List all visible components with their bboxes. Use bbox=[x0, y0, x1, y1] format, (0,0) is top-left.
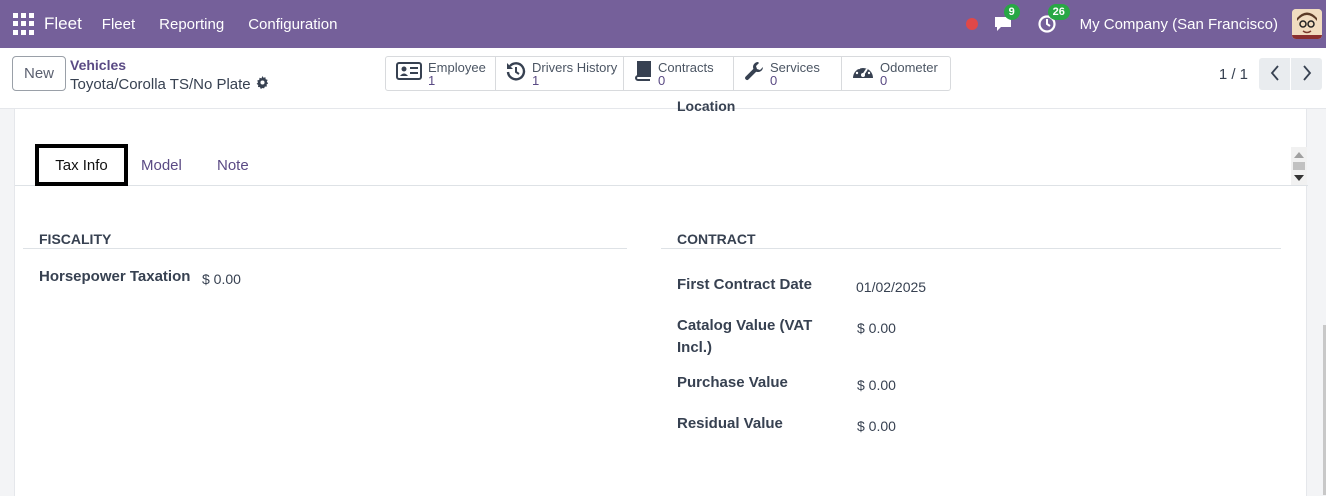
pager-next-button[interactable] bbox=[1291, 58, 1322, 90]
activities-badge: 26 bbox=[1047, 4, 1070, 20]
fiscality-divider bbox=[23, 248, 627, 249]
gauge-icon bbox=[852, 62, 874, 85]
record-title: Toyota/Corolla TS/No Plate bbox=[70, 76, 251, 93]
drivers-history-label: Drivers History bbox=[532, 59, 618, 75]
odometer-smart-button[interactable]: Odometer 0 bbox=[842, 57, 950, 90]
main-menu: Fleet Reporting Configuration bbox=[102, 16, 362, 33]
first-contract-date-label: First Contract Date bbox=[677, 276, 813, 293]
pager-value[interactable]: 1 / 1 bbox=[1218, 66, 1248, 83]
purchase-value-label: Purchase Value bbox=[677, 374, 788, 391]
services-count: 0 bbox=[770, 72, 778, 88]
scroll-down-arrow-icon[interactable] bbox=[1294, 175, 1304, 181]
app-brand[interactable]: Fleet bbox=[44, 14, 82, 33]
form-sheet: Location Tax Info Model Note FISCALITY H… bbox=[14, 101, 1308, 496]
drivers-history-count: 1 bbox=[532, 72, 540, 88]
employee-count: 1 bbox=[428, 72, 436, 88]
odometer-count: 0 bbox=[880, 72, 888, 88]
contract-divider bbox=[661, 248, 1281, 249]
smart-buttons: Employee 1 Drivers History 1 Contracts 0 Se… bbox=[385, 56, 951, 91]
menu-item-configuration[interactable]: Configuration bbox=[248, 15, 338, 33]
odometer-label: Odometer bbox=[880, 59, 938, 75]
messages-badge: 9 bbox=[1003, 4, 1020, 20]
recording-indicator-icon[interactable] bbox=[965, 18, 978, 30]
residual-value-label: Residual Value bbox=[677, 415, 783, 432]
id-card-icon bbox=[396, 62, 422, 85]
company-switcher[interactable]: My Company (San Francisco) bbox=[1079, 15, 1278, 33]
location-label-clipped: Location bbox=[677, 101, 736, 113]
messages-icon[interactable]: 9 bbox=[992, 4, 1020, 35]
chevron-right-icon bbox=[1302, 64, 1312, 84]
employee-smart-button[interactable]: Employee 1 bbox=[386, 57, 496, 90]
purchase-value-value[interactable]: $ 0.00 bbox=[857, 377, 896, 393]
page-scrollbar[interactable] bbox=[1323, 325, 1326, 495]
book-icon bbox=[634, 61, 652, 86]
user-avatar[interactable] bbox=[1292, 9, 1322, 39]
apps-grid-icon[interactable] bbox=[13, 13, 35, 35]
catalog-value-value[interactable]: $ 0.00 bbox=[857, 320, 896, 336]
history-icon bbox=[506, 61, 526, 86]
first-contract-date-value[interactable]: 01/02/2025 bbox=[856, 279, 927, 295]
tab-note[interactable]: Note bbox=[217, 156, 249, 174]
inner-scrollbar[interactable] bbox=[1291, 147, 1307, 185]
services-smart-button[interactable]: Services 0 bbox=[734, 57, 842, 90]
menu-item-fleet[interactable]: Fleet bbox=[101, 15, 136, 33]
scroll-thumb[interactable] bbox=[1293, 162, 1305, 170]
tab-tax-info[interactable]: Tax Info bbox=[35, 144, 128, 186]
scroll-up-arrow-icon[interactable] bbox=[1294, 152, 1304, 158]
employee-label: Employee bbox=[428, 59, 486, 75]
horsepower-taxation-value[interactable]: $ 0.00 bbox=[202, 271, 241, 287]
notebook-tabs: Tax Info Model Note bbox=[15, 144, 1308, 186]
activities-clock-icon[interactable]: 26 bbox=[1036, 4, 1070, 35]
catalog-value-label-line2: Incl.) bbox=[677, 339, 713, 356]
fiscality-section-title: FISCALITY bbox=[39, 231, 112, 247]
contracts-label: Contracts bbox=[658, 59, 714, 75]
residual-value-value[interactable]: $ 0.00 bbox=[857, 418, 896, 434]
contracts-smart-button[interactable]: Contracts 0 bbox=[624, 57, 734, 90]
pager-previous-button[interactable] bbox=[1259, 58, 1290, 90]
breadcrumb-current: Toyota/Corolla TS/No Plate bbox=[70, 76, 269, 93]
new-button[interactable]: New bbox=[12, 56, 66, 91]
control-panel: New Vehicles Toyota/Corolla TS/No Plate … bbox=[0, 48, 1326, 109]
wrench-icon bbox=[744, 61, 764, 86]
breadcrumb-parent-link[interactable]: Vehicles bbox=[70, 57, 127, 73]
services-label: Services bbox=[770, 59, 820, 75]
top-navbar: Fleet Fleet Reporting Configuration 9 26… bbox=[0, 0, 1326, 48]
drivers-history-smart-button[interactable]: Drivers History 1 bbox=[496, 57, 624, 90]
catalog-value-label-line1: Catalog Value (VAT bbox=[677, 317, 813, 334]
contracts-count: 0 bbox=[658, 72, 666, 88]
tab-model[interactable]: Model bbox=[141, 156, 182, 174]
menu-item-reporting[interactable]: Reporting bbox=[159, 15, 225, 33]
horsepower-taxation-label: Horsepower Taxation bbox=[39, 268, 191, 285]
gear-icon[interactable] bbox=[256, 76, 269, 93]
chevron-left-icon bbox=[1270, 64, 1280, 84]
catalog-value-label: Catalog Value (VAT Incl.) bbox=[677, 315, 812, 359]
navbar-systray: 9 26 My Company (San Francisco) bbox=[965, 0, 1326, 48]
contract-section-title: CONTRACT bbox=[677, 231, 756, 247]
